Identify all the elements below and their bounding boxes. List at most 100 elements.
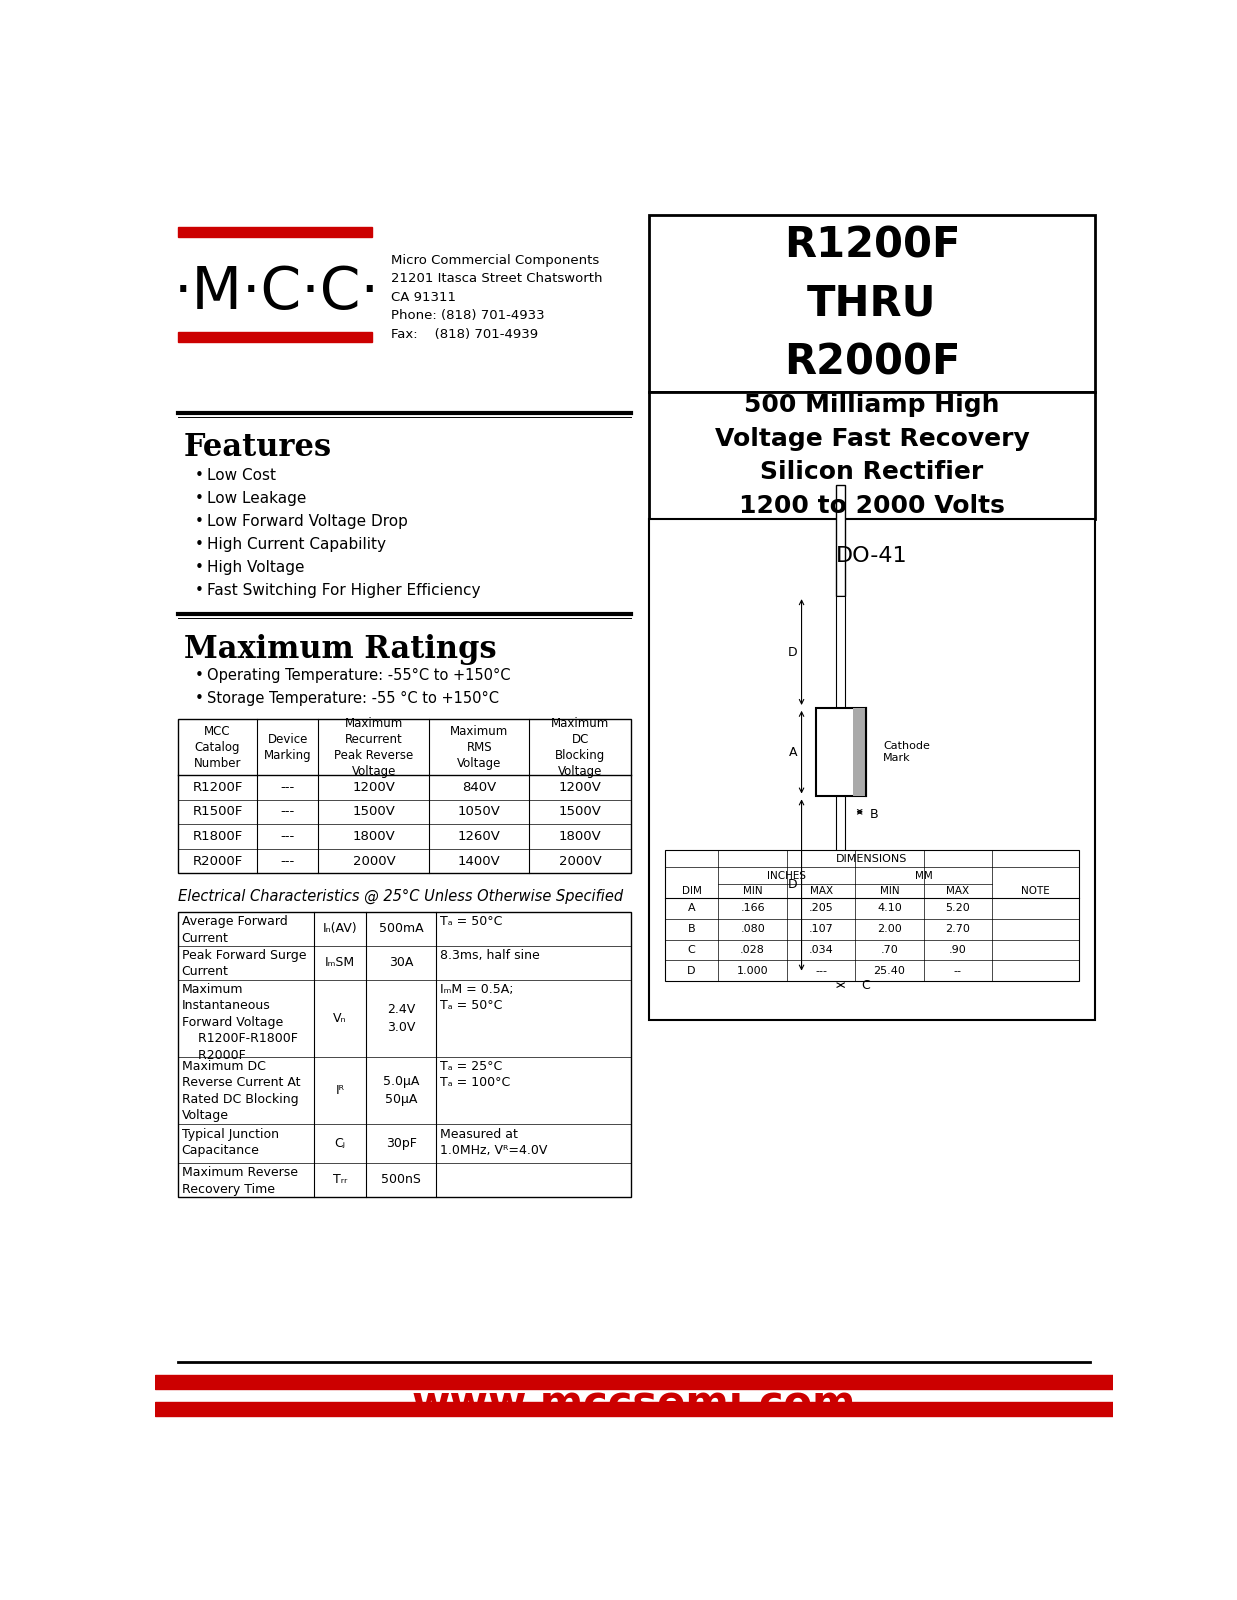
Text: MIN: MIN (743, 886, 762, 896)
Text: •: • (195, 560, 204, 574)
Text: 840V: 840V (463, 781, 496, 794)
Text: D: D (688, 966, 695, 976)
Bar (815, 707, 866, 797)
Bar (155, 1403, 1113, 1416)
Bar (836, 485, 845, 597)
Text: 1400V: 1400V (458, 854, 501, 867)
Text: Vₙ: Vₙ (333, 1011, 346, 1024)
Text: A: A (688, 904, 695, 914)
Text: D: D (788, 878, 798, 891)
Text: .166: .166 (741, 904, 764, 914)
Text: A: A (789, 746, 798, 758)
Text: .90: .90 (949, 946, 967, 955)
Text: High Voltage: High Voltage (208, 560, 304, 574)
Text: 1800V: 1800V (353, 830, 396, 843)
Bar (178, 720, 631, 874)
Text: Low Leakage: Low Leakage (208, 491, 307, 506)
Text: INCHES: INCHES (767, 870, 807, 880)
Text: 1500V: 1500V (353, 805, 396, 818)
Text: Maximum Reverse
Recovery Time: Maximum Reverse Recovery Time (182, 1166, 298, 1195)
Text: Maximum
DC
Blocking
Voltage: Maximum DC Blocking Voltage (552, 717, 610, 778)
Text: Iₙ(AV): Iₙ(AV) (323, 922, 357, 936)
Text: •: • (195, 467, 204, 483)
Text: •: • (195, 667, 204, 683)
Text: Tᵣᵣ: Tᵣᵣ (333, 1173, 348, 1187)
Text: .107: .107 (809, 925, 834, 934)
Text: ---: --- (281, 830, 294, 843)
Text: C: C (688, 946, 695, 955)
Text: www.mccsemi.com: www.mccsemi.com (412, 1382, 856, 1424)
Text: Tₐ = 50°C: Tₐ = 50°C (440, 915, 502, 928)
Bar (155, 1376, 1113, 1389)
Text: .028: .028 (740, 946, 766, 955)
Text: MCC
Catalog
Number: MCC Catalog Number (194, 725, 241, 770)
Text: IₘSM: IₘSM (325, 957, 355, 970)
Bar (178, 227, 371, 237)
Text: R1500F: R1500F (193, 805, 242, 818)
Text: Maximum
Instantaneous
Forward Voltage
    R1200F-R1800F
    R2000F: Maximum Instantaneous Forward Voltage R1… (182, 982, 298, 1062)
Bar (854, 707, 866, 797)
Text: Low Cost: Low Cost (208, 467, 276, 483)
Text: .70: .70 (881, 946, 898, 955)
Bar (649, 392, 1095, 520)
Bar (664, 850, 1079, 981)
Text: ---: --- (281, 781, 294, 794)
Text: R1800F: R1800F (193, 830, 242, 843)
Text: Typical Junction
Capacitance: Typical Junction Capacitance (182, 1128, 278, 1157)
Text: .205: .205 (809, 904, 834, 914)
Text: Fast Switching For Higher Efficiency: Fast Switching For Higher Efficiency (208, 582, 481, 598)
Text: High Current Capability: High Current Capability (208, 538, 386, 552)
Text: 5.20: 5.20 (945, 904, 970, 914)
Text: IₘM = 0.5A;
Tₐ = 50°C: IₘM = 0.5A; Tₐ = 50°C (440, 982, 513, 1013)
Text: 25.40: 25.40 (873, 966, 905, 976)
Text: ·M·C·C·: ·M·C·C· (174, 264, 380, 320)
Bar (836, 597, 845, 707)
Text: •: • (195, 514, 204, 530)
Text: 2000V: 2000V (353, 854, 396, 867)
Text: 4.10: 4.10 (877, 904, 902, 914)
Text: •: • (195, 691, 204, 706)
Text: Iᴿ: Iᴿ (335, 1085, 344, 1098)
Text: R2000F: R2000F (193, 854, 242, 867)
Text: Cathode
Mark: Cathode Mark (883, 741, 930, 763)
Text: 1050V: 1050V (458, 805, 501, 818)
Text: MIN: MIN (880, 886, 899, 896)
Text: Storage Temperature: -55 °C to +150°C: Storage Temperature: -55 °C to +150°C (208, 691, 500, 706)
Text: 2.00: 2.00 (877, 925, 902, 934)
Text: 1800V: 1800V (559, 830, 601, 843)
Bar (836, 797, 845, 973)
Text: ---: --- (281, 805, 294, 818)
Text: 1.000: 1.000 (737, 966, 768, 976)
Text: ---: --- (281, 854, 294, 867)
Text: MM: MM (915, 870, 933, 880)
Text: Device
Marking: Device Marking (263, 733, 312, 762)
Text: D: D (788, 645, 798, 659)
Text: Low Forward Voltage Drop: Low Forward Voltage Drop (208, 514, 408, 530)
Text: Cⱼ: Cⱼ (334, 1138, 345, 1150)
Text: Electrical Characteristics @ 25°C Unless Otherwise Specified: Electrical Characteristics @ 25°C Unless… (178, 890, 623, 904)
Text: Peak Forward Surge
Current: Peak Forward Surge Current (182, 949, 307, 979)
Text: •: • (195, 538, 204, 552)
Bar (178, 333, 371, 342)
Text: 2000V: 2000V (559, 854, 601, 867)
Text: MAX: MAX (809, 886, 833, 896)
Text: R1200F
THRU
R2000F: R1200F THRU R2000F (783, 224, 960, 382)
Text: 500nS: 500nS (381, 1173, 421, 1187)
Text: B: B (688, 925, 695, 934)
Text: B: B (870, 808, 878, 821)
Text: ---: --- (815, 966, 828, 976)
Text: Maximum
RMS
Voltage: Maximum RMS Voltage (450, 725, 508, 770)
Text: •: • (195, 491, 204, 506)
Text: 2.4V
3.0V: 2.4V 3.0V (387, 1003, 416, 1034)
Bar (649, 214, 1095, 392)
Text: 30A: 30A (388, 957, 413, 970)
Text: DIM: DIM (682, 886, 701, 896)
Text: 8.3ms, half sine: 8.3ms, half sine (440, 949, 539, 962)
Text: Micro Commercial Components
21201 Itasca Street Chatsworth
CA 91311
Phone: (818): Micro Commercial Components 21201 Itasca… (391, 253, 602, 341)
Text: 1200V: 1200V (559, 781, 601, 794)
Text: Measured at
1.0MHz, Vᴿ=4.0V: Measured at 1.0MHz, Vᴿ=4.0V (440, 1128, 548, 1157)
Text: 2.70: 2.70 (945, 925, 970, 934)
Text: 30pF: 30pF (386, 1138, 417, 1150)
Text: 500 Milliamp High
Voltage Fast Recovery
Silicon Rectifier
1200 to 2000 Volts: 500 Milliamp High Voltage Fast Recovery … (715, 394, 1029, 518)
Text: Maximum Ratings: Maximum Ratings (184, 634, 497, 666)
